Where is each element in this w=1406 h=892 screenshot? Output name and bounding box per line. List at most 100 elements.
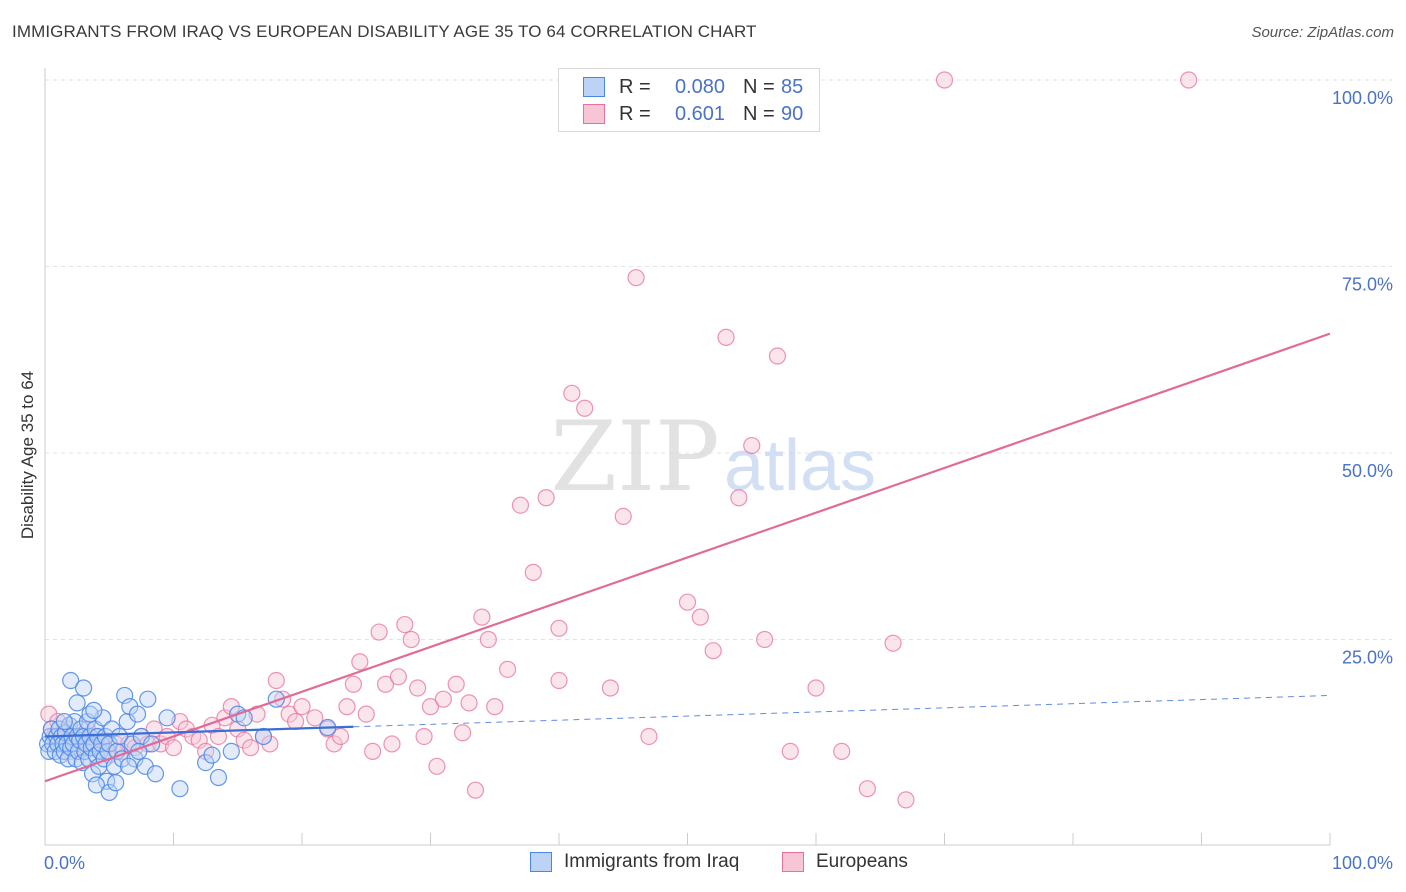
iraq-point bbox=[62, 671, 80, 690]
correlation-legend: R = 0.080 N = 85 R = 0.601 N = 90 bbox=[558, 68, 820, 132]
y-tick-label: 50.0% bbox=[1342, 461, 1393, 481]
axes bbox=[44, 68, 1331, 846]
iraq-point bbox=[74, 679, 93, 697]
iraq-point bbox=[100, 783, 118, 802]
europeans-point bbox=[614, 507, 632, 526]
trend-lines bbox=[44, 332, 1331, 783]
legend-row-europeans: R = 0.601 N = 90 bbox=[583, 102, 803, 126]
iraq-point bbox=[116, 686, 134, 705]
legend-row-iraq: R = 0.080 N = 85 bbox=[583, 75, 803, 99]
europeans-point bbox=[338, 698, 356, 716]
europeans-point bbox=[415, 727, 433, 746]
europeans-point bbox=[691, 608, 709, 626]
y-tick-label: 100.0% bbox=[1332, 88, 1393, 108]
iraq-point bbox=[68, 694, 86, 712]
europeans-point bbox=[627, 269, 645, 287]
iraq-trend-line bbox=[44, 725, 354, 738]
legend-r-value: 0.080 bbox=[674, 75, 725, 98]
source-credit: Source: ZipAtlas.com bbox=[1251, 24, 1394, 41]
europeans-point bbox=[376, 675, 395, 693]
europeans-trend-line bbox=[44, 332, 1331, 783]
europeans-point bbox=[537, 489, 555, 507]
europeans-point bbox=[466, 781, 485, 799]
watermark: ZIP atlas bbox=[550, 401, 876, 513]
grid-lines bbox=[45, 79, 1392, 640]
iraq-point bbox=[128, 705, 147, 723]
europeans-point bbox=[640, 727, 658, 746]
tick-labels: 25.0% 50.0% 75.0% 100.0% 0.0% 100.0% bbox=[44, 88, 1393, 873]
series-legend-iraq[interactable]: Immigrants from Iraq bbox=[530, 851, 739, 873]
europeans-point bbox=[428, 757, 446, 775]
europeans-point bbox=[601, 679, 620, 697]
europeans-point bbox=[357, 705, 375, 723]
legend-r-label: R = bbox=[619, 102, 651, 125]
y-tick-label: 75.0% bbox=[1342, 275, 1393, 295]
series-legend-europeans[interactable]: Europeans bbox=[782, 851, 908, 873]
europeans-point bbox=[768, 347, 787, 365]
europeans-point bbox=[396, 615, 414, 634]
europeans-point bbox=[248, 705, 266, 723]
iraq-point bbox=[139, 690, 157, 708]
y-tick-label: 25.0% bbox=[1342, 648, 1393, 668]
series-legend-label: Immigrants from Iraq bbox=[564, 851, 740, 872]
europeans-point bbox=[1180, 71, 1198, 89]
europeans-point bbox=[383, 735, 401, 753]
europeans-point bbox=[293, 698, 311, 716]
europeans-point bbox=[499, 660, 517, 678]
legend-swatch-blue bbox=[583, 77, 605, 97]
legend-r-value: 0.601 bbox=[674, 102, 725, 125]
europeans-point bbox=[389, 668, 407, 686]
europeans-point bbox=[524, 563, 542, 581]
series-swatch-blue bbox=[530, 852, 552, 872]
europeans-point bbox=[242, 739, 260, 757]
iraq-trend-extension bbox=[353, 694, 1331, 728]
europeans-point bbox=[743, 436, 761, 455]
iraq-point bbox=[158, 709, 176, 727]
europeans-point bbox=[781, 742, 799, 761]
europeans-point bbox=[576, 399, 594, 417]
europeans-point bbox=[434, 690, 452, 708]
legend-n-value: 90 bbox=[781, 102, 804, 125]
europeans-point bbox=[421, 698, 440, 716]
iraq-point bbox=[203, 746, 221, 764]
x-tick-label: 0.0% bbox=[44, 853, 85, 873]
europeans-point bbox=[286, 712, 305, 731]
iraq-point bbox=[119, 757, 138, 775]
legend-r-label: R = bbox=[619, 75, 651, 98]
europeans-point bbox=[479, 630, 497, 649]
europeans-point bbox=[550, 619, 568, 637]
europeans-point bbox=[402, 630, 420, 649]
iraq-point bbox=[107, 774, 125, 792]
legend-n-value: 85 bbox=[781, 75, 804, 98]
europeans-point bbox=[409, 679, 427, 697]
europeans-point bbox=[678, 593, 697, 611]
iraq-point bbox=[171, 780, 189, 798]
iraq-point bbox=[87, 776, 106, 794]
europeans-point bbox=[306, 709, 324, 727]
europeans-point bbox=[473, 608, 491, 626]
europeans-point bbox=[209, 727, 228, 746]
watermark-zip: ZIP bbox=[550, 401, 719, 513]
europeans-point bbox=[884, 634, 902, 652]
europeans-point bbox=[704, 642, 722, 660]
series-swatch-pink bbox=[782, 852, 804, 872]
y-axis-label: Disability Age 35 to 64 bbox=[18, 370, 37, 540]
europeans-point bbox=[717, 328, 735, 346]
europeans-point bbox=[897, 791, 915, 809]
iraq-point bbox=[209, 768, 228, 787]
europeans-point bbox=[454, 724, 472, 742]
europeans-point bbox=[164, 739, 183, 757]
europeans-point bbox=[807, 679, 825, 697]
europeans-point bbox=[755, 630, 774, 649]
iraq-point bbox=[146, 765, 165, 783]
europeans-point bbox=[833, 742, 851, 761]
europeans-point bbox=[511, 496, 530, 514]
legend-n-label: N = bbox=[743, 75, 775, 98]
europeans-point bbox=[331, 727, 350, 746]
europeans-point bbox=[550, 671, 568, 690]
series-legend: Immigrants from Iraq Europeans bbox=[0, 851, 1406, 879]
series-legend-label: Europeans bbox=[816, 851, 908, 872]
europeans-point bbox=[730, 489, 748, 507]
iraq-point bbox=[55, 712, 73, 731]
